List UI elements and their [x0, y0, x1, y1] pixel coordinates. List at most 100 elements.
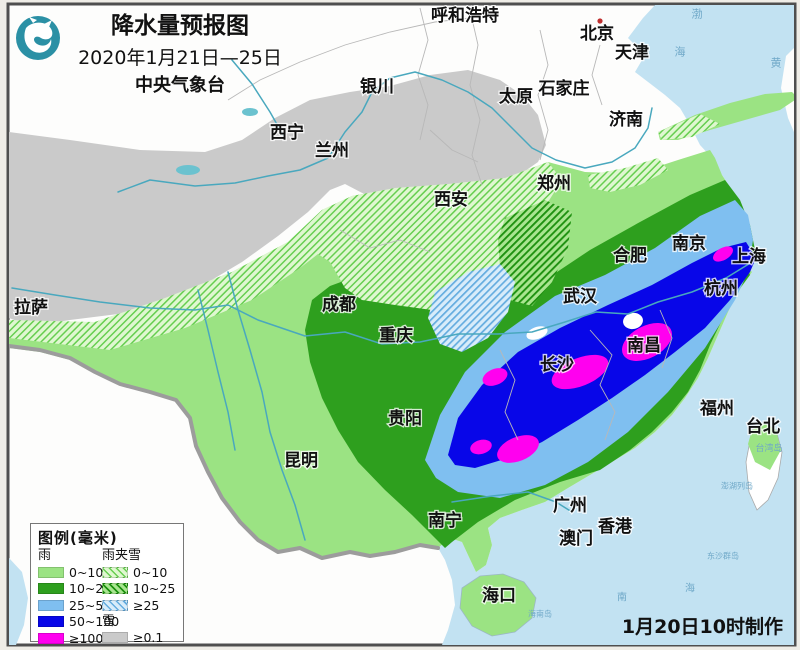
sea-label: 澎湖列岛	[721, 481, 753, 491]
city-label: 香港	[598, 516, 633, 537]
region-sea	[438, 5, 794, 645]
legend-swatch-lg	[38, 566, 64, 578]
city-label: 北京	[580, 23, 614, 44]
sea-label: 东沙群岛	[707, 551, 739, 561]
legend-row: 10~25	[38, 581, 111, 598]
city-label: 杭州	[704, 278, 738, 299]
sea-label: 海南岛	[528, 609, 552, 619]
city-label: 合肥	[613, 245, 647, 266]
legend-row: ≥0.1	[102, 630, 183, 647]
legend-label: 25~50	[69, 597, 112, 613]
yangtze-river	[11, 261, 753, 345]
legend-swatch-lgh	[102, 566, 128, 578]
region-rain-50-100	[448, 242, 756, 468]
legend-label: ≥100	[69, 630, 104, 646]
date-range: 2020年1月21日—25日	[78, 47, 282, 69]
legend-swatch-dg	[38, 583, 64, 595]
legend-swatch-snow	[102, 632, 128, 644]
sea-label: 南	[617, 591, 627, 604]
city-label: 南昌	[627, 335, 661, 356]
map-title: 降水量预报图	[111, 13, 249, 39]
beijing-capital-dot	[597, 18, 603, 24]
city-label: 西宁	[270, 122, 304, 143]
region-sea-sw	[9, 558, 28, 645]
legend-row: 50~100	[38, 614, 119, 631]
legend-label: ≥25	[133, 597, 160, 613]
region-sleet-10-25	[498, 200, 572, 306]
island-hainan	[459, 573, 537, 637]
city-label: 广州	[553, 495, 587, 516]
legend-label: 50~100	[69, 614, 120, 630]
province-borders	[227, 7, 673, 441]
legend-row: ≥25	[102, 597, 183, 614]
legend-label: 10~25	[133, 581, 176, 597]
region-sleet-0-10-shandong	[658, 114, 720, 140]
region-rain-100-plus	[470, 246, 733, 463]
legend-row: 0~10	[38, 564, 104, 581]
city-label: 西安	[434, 189, 468, 210]
sea-label: 黄	[771, 56, 782, 70]
city-label: 南京	[672, 233, 706, 254]
legend: 图例(毫米) 雨 0~10 10~25 25~50 50~100 ≥100 雨夹雪 0~…	[30, 523, 184, 646]
legend-row: 0~10	[102, 564, 183, 581]
sea-label: 渤	[692, 8, 703, 21]
legend-snow-header: 雪	[102, 613, 116, 629]
city-label: 重庆	[379, 325, 413, 346]
produced-timestamp: 1月20日10时制作	[622, 615, 783, 638]
city-label: 上海	[732, 246, 766, 267]
legend-swatch-lb	[38, 599, 64, 611]
agency: 中央气象台	[135, 74, 225, 96]
national-border	[9, 344, 440, 560]
city-label: 海口	[482, 585, 516, 606]
nw-river	[231, 59, 284, 136]
city-label: 呼和浩特	[431, 5, 499, 26]
city-label: 拉萨	[14, 297, 48, 318]
legend-label: ≥0.1	[133, 630, 164, 646]
region-korea	[781, 48, 794, 132]
sea-label: 台湾岛	[755, 442, 782, 454]
yellow-river	[117, 71, 653, 193]
sw-river-2	[197, 289, 236, 451]
legend-label: 0~10	[133, 564, 168, 580]
city-label: 济南	[609, 109, 643, 130]
sw-river-1	[227, 271, 306, 541]
legend-label: 0~10	[69, 564, 104, 580]
city-label: 台北	[746, 416, 780, 437]
city-label: 福州	[699, 398, 734, 419]
legend-label: 10~25	[69, 581, 112, 597]
city-label: 昆明	[284, 451, 318, 471]
city-label: 太原	[499, 86, 533, 107]
region-sleet-0-10-east	[588, 158, 668, 192]
city-label: 石家庄	[538, 78, 590, 99]
cma-logo	[16, 16, 60, 60]
nw-lakes	[176, 108, 258, 175]
legend-row: 10~25	[102, 581, 183, 598]
pearl-river	[451, 491, 573, 513]
legend-title: 图例(毫米)	[38, 529, 118, 547]
city-label: 郑州	[537, 173, 571, 194]
legend-swatch-lbh	[102, 599, 128, 611]
region-snow	[9, 70, 546, 326]
city-label: 兰州	[315, 140, 349, 161]
city-label: 澳门	[559, 528, 593, 549]
region-sleet-25-plus	[428, 264, 515, 352]
legend-swatch-db	[38, 616, 64, 628]
city-label: 贵阳	[388, 408, 422, 429]
city-label: 南宁	[428, 510, 462, 531]
city-label: 成都	[322, 294, 356, 315]
city-label: 银川	[360, 76, 394, 97]
city-label: 长沙	[540, 354, 574, 375]
city-label: 天津	[615, 42, 649, 63]
legend-swatch-mg	[38, 632, 64, 644]
legend-row: ≥100	[38, 630, 104, 647]
legend-sleet-header: 雨夹雪	[102, 548, 142, 563]
legend-swatch-dgh	[102, 583, 128, 595]
city-label: 武汉	[563, 286, 598, 307]
legend-row: 25~50	[38, 597, 111, 614]
region-sleet-0-10	[9, 162, 562, 350]
sea-label: 海	[685, 582, 695, 595]
sea-label: 海	[675, 45, 686, 59]
